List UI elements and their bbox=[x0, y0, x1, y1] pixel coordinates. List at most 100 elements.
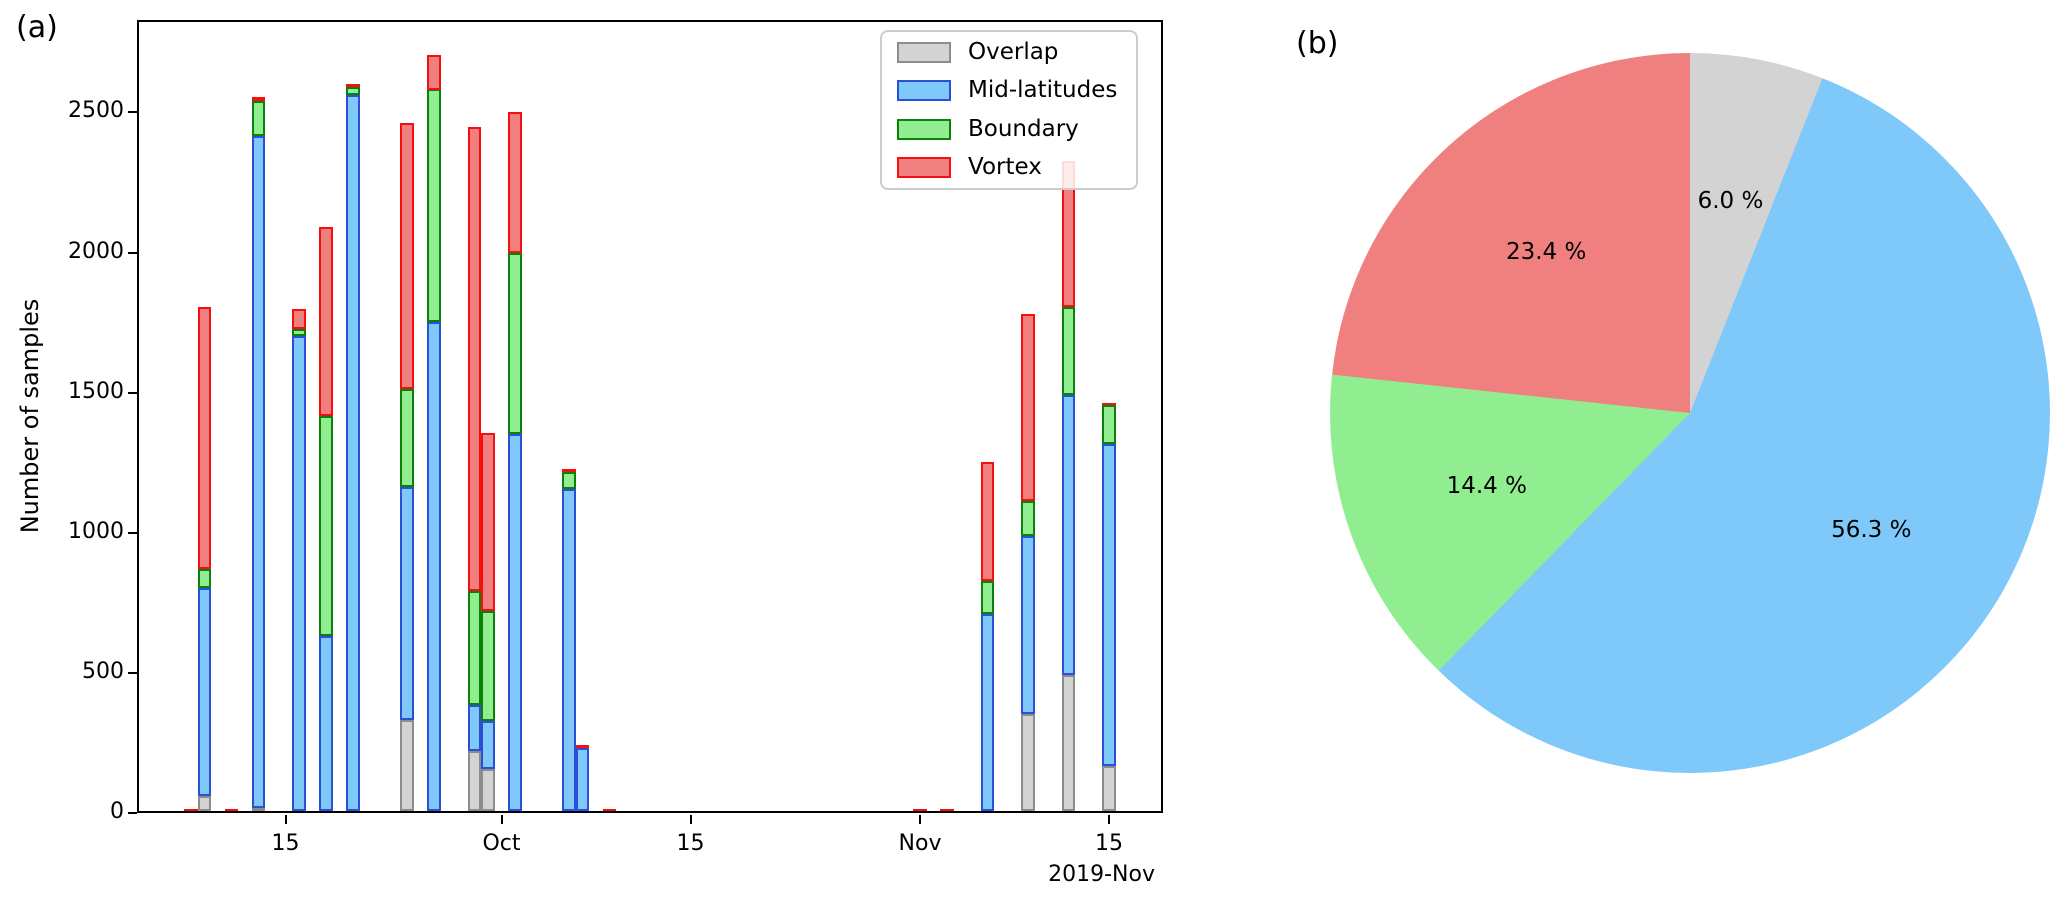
pie-slice-label-vortex: 23.4 % bbox=[1505, 238, 1587, 265]
bar-segment-mid-latitudes bbox=[319, 635, 333, 811]
x-tick-label: 15 bbox=[271, 831, 300, 856]
bar-segment-boundary bbox=[251, 100, 266, 136]
y-tick-mark bbox=[128, 671, 137, 674]
bar-segment-mid-latitudes bbox=[1102, 444, 1116, 767]
bar-segment-overlap bbox=[467, 750, 482, 811]
bar-segment-vortex bbox=[467, 127, 482, 591]
x-tick-label: 15 bbox=[676, 831, 705, 856]
x-tick-mark bbox=[284, 815, 287, 824]
legend-label-mid-latitudes: Mid-latitudes bbox=[968, 77, 1118, 104]
bar-segment-boundary bbox=[562, 472, 576, 489]
bar-segment-overlap bbox=[251, 808, 266, 811]
bar-segment-boundary bbox=[319, 415, 333, 636]
bar-segment-vortex bbox=[913, 808, 927, 811]
bar-segment-boundary bbox=[508, 253, 522, 435]
x-tick-mark bbox=[500, 815, 503, 824]
bar-segment-mid-latitudes bbox=[1021, 536, 1035, 715]
bar-segment-vortex bbox=[346, 83, 360, 88]
x-tick-mark bbox=[689, 815, 692, 824]
bar-segment-boundary bbox=[1021, 501, 1035, 537]
pie-chart bbox=[1330, 53, 2050, 773]
pie-slice-label-mid-latitudes: 56.3 % bbox=[1831, 517, 1912, 544]
bar-segment-boundary bbox=[980, 581, 995, 614]
bar-segment-boundary bbox=[1102, 404, 1116, 444]
bar-segment-mid-latitudes bbox=[575, 748, 590, 811]
bar-segment-vortex bbox=[400, 123, 414, 390]
bar-segment-vortex bbox=[1102, 402, 1116, 405]
bar-segment-vortex bbox=[251, 96, 266, 101]
y-axis-label: Number of samples bbox=[16, 298, 44, 534]
bar-segment-vortex bbox=[224, 808, 239, 811]
legend-patch-overlap bbox=[897, 42, 951, 63]
y-tick-label: 2000 bbox=[68, 238, 124, 264]
bar-segment-vortex bbox=[197, 306, 212, 569]
x-tick-mark bbox=[1108, 815, 1110, 824]
bar-segment-mid-latitudes bbox=[1061, 394, 1076, 676]
bar-segment-vortex bbox=[562, 469, 576, 472]
legend-patch-boundary bbox=[897, 118, 951, 140]
y-tick-label: 500 bbox=[82, 658, 124, 684]
bar-segment-overlap bbox=[1102, 766, 1116, 811]
bar-segment-boundary bbox=[197, 568, 212, 589]
bar-segment-mid-latitudes bbox=[508, 434, 522, 811]
y-tick-mark bbox=[128, 531, 137, 534]
plot-area: Overlap Mid-latitudes Boundary Vortex bbox=[137, 20, 1163, 813]
bars-layer bbox=[139, 22, 1161, 811]
bar-segment-overlap bbox=[481, 769, 495, 811]
panel-a-label: (a) bbox=[16, 10, 58, 45]
bar-segment-mid-latitudes bbox=[251, 135, 266, 809]
legend-label-overlap: Overlap bbox=[968, 39, 1059, 65]
pie-slice-label-overlap: 6.0 % bbox=[1697, 187, 1764, 214]
legend-row-overlap: Overlap bbox=[897, 41, 1126, 64]
legend-label-boundary: Boundary bbox=[968, 115, 1079, 142]
bar-segment-vortex bbox=[427, 54, 441, 90]
y-tick-mark bbox=[128, 812, 137, 814]
bar-segment-vortex bbox=[602, 808, 617, 811]
bar-segment-overlap bbox=[1021, 714, 1035, 811]
bar-segment-boundary bbox=[427, 89, 441, 322]
bar-segment-vortex bbox=[575, 745, 590, 748]
bar-segment-vortex bbox=[508, 111, 522, 254]
legend-row-boundary: Boundary bbox=[897, 115, 1126, 142]
bar-segment-mid-latitudes bbox=[467, 704, 482, 751]
x-tick-mark bbox=[919, 815, 921, 824]
bar-segment-mid-latitudes bbox=[980, 613, 995, 811]
bar-segment-mid-latitudes bbox=[292, 336, 306, 811]
x-tick-label: Nov bbox=[898, 831, 942, 856]
y-tick-label: 1500 bbox=[68, 378, 124, 404]
legend-patch-mid-latitudes bbox=[897, 80, 951, 102]
y-tick-label: 2500 bbox=[68, 98, 124, 124]
bar-segment-vortex bbox=[481, 432, 495, 611]
bar-segment-mid-latitudes bbox=[197, 588, 212, 796]
pie-slice-label-boundary: 14.4 % bbox=[1446, 473, 1527, 500]
legend: Overlap Mid-latitudes Boundary Vortex bbox=[880, 30, 1138, 190]
bar-segment-mid-latitudes bbox=[346, 95, 360, 811]
bar-segment-boundary bbox=[481, 610, 495, 722]
bar-segment-vortex bbox=[980, 462, 995, 582]
bar-segment-overlap bbox=[1061, 675, 1076, 811]
y-tick-mark bbox=[128, 111, 137, 114]
bar-segment-vortex bbox=[940, 808, 954, 811]
y-tick-mark bbox=[128, 251, 137, 254]
legend-row-vortex: Vortex bbox=[897, 153, 1126, 180]
x-tick-label: 15 bbox=[1095, 831, 1123, 856]
bar-segment-boundary bbox=[467, 591, 482, 705]
bar-segment-vortex bbox=[319, 226, 333, 416]
legend-label-vortex: Vortex bbox=[968, 153, 1042, 180]
bar-segment-overlap bbox=[197, 795, 212, 811]
legend-row-mid-latitudes: Mid-latitudes bbox=[897, 79, 1126, 102]
x-axis-offset-label: 2019-Nov bbox=[1048, 862, 1155, 887]
panel-b-label: (b) bbox=[1296, 26, 1339, 61]
bar-segment-boundary bbox=[346, 87, 360, 96]
bar-segment-mid-latitudes bbox=[427, 322, 441, 811]
bar-segment-mid-latitudes bbox=[562, 488, 576, 811]
legend-patch-vortex bbox=[897, 156, 951, 178]
bar-segment-mid-latitudes bbox=[400, 487, 414, 720]
x-tick-label: Oct bbox=[482, 831, 521, 856]
bar-segment-mid-latitudes bbox=[481, 721, 495, 769]
bar-segment-boundary bbox=[292, 329, 306, 336]
y-tick-label: 1000 bbox=[68, 518, 124, 544]
bar-segment-vortex bbox=[1021, 313, 1035, 502]
y-tick-label: 0 bbox=[110, 799, 124, 824]
y-tick-mark bbox=[128, 391, 137, 394]
